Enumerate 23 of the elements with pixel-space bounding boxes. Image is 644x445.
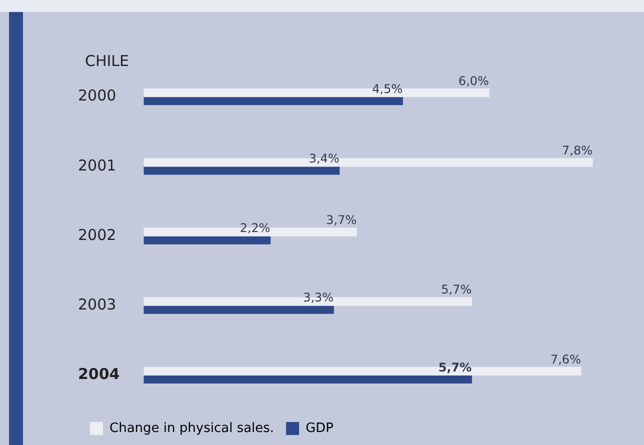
- y-tick-label: 2002: [78, 226, 116, 244]
- bar: [144, 305, 334, 314]
- legend-label: Change in physical sales.: [110, 420, 274, 436]
- data-label: 7,8%: [562, 144, 592, 158]
- y-tick-label: 2003: [78, 295, 116, 314]
- y-tick-label: 2004: [78, 365, 120, 384]
- bar: [144, 96, 403, 106]
- y-tick-label: 2001: [78, 156, 116, 174]
- data-label: 6,0%: [458, 74, 489, 88]
- legend-label: GDP: [306, 420, 334, 436]
- bar: [144, 166, 340, 175]
- data-label: 5,7%: [438, 360, 472, 374]
- data-label: 3,7%: [326, 213, 357, 228]
- data-label: 2,2%: [240, 221, 270, 236]
- bar: [144, 236, 271, 244]
- data-label: 4,5%: [372, 82, 403, 96]
- data-label: 7,6%: [550, 352, 581, 366]
- y-tick-label: 2000: [78, 86, 116, 105]
- chart-title: CHILE: [85, 52, 130, 70]
- data-label: 3,3%: [303, 290, 334, 305]
- data-label: 3,4%: [308, 152, 340, 166]
- data-label: 5,7%: [441, 282, 472, 297]
- bar: [144, 374, 472, 384]
